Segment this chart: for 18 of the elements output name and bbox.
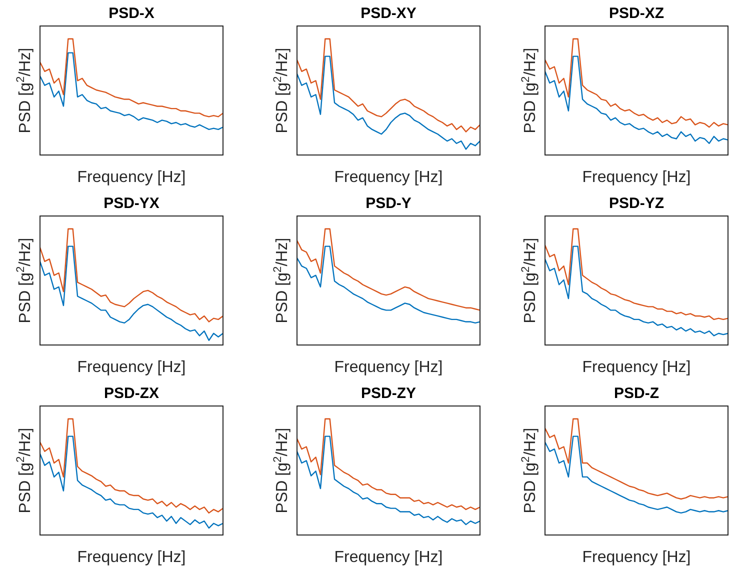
x-axis-title: Frequency [Hz] — [334, 359, 443, 376]
chart-title: PSD-ZX — [104, 385, 160, 402]
x-axis-title: Frequency [Hz] — [582, 549, 691, 566]
x-axis-title: Frequency [Hz] — [334, 169, 443, 186]
chart-title: PSD-Y — [366, 195, 412, 212]
chart-title: PSD-YZ — [608, 195, 664, 212]
x-axis-title: Frequency [Hz] — [77, 169, 186, 186]
chart-title: PSD-ZY — [360, 385, 416, 402]
chart-title: PSD-X — [108, 5, 154, 22]
chart-title: PSD-XY — [360, 5, 416, 22]
x-axis-title: Frequency [Hz] — [77, 549, 186, 566]
x-axis-title: Frequency [Hz] — [334, 549, 443, 566]
x-axis-title: Frequency [Hz] — [582, 359, 691, 376]
chart-title: PSD-Z — [614, 385, 659, 402]
chart-title: PSD-YX — [104, 195, 160, 212]
chart-title: PSD-XZ — [608, 5, 664, 22]
x-axis-title: Frequency [Hz] — [77, 359, 186, 376]
x-axis-title: Frequency [Hz] — [582, 169, 691, 186]
